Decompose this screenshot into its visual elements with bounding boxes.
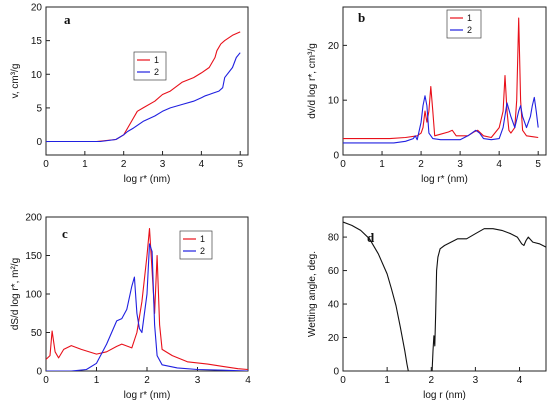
y-tick-label: 200 (25, 213, 42, 224)
x-tick-label: 3 (457, 159, 463, 170)
series-line-1 (46, 31, 241, 143)
x-tick-label: 1 (384, 375, 390, 386)
series-group (343, 221, 546, 371)
x-axis-label: log r* (nm) (421, 174, 468, 185)
y-tick-label: 0 (333, 151, 339, 162)
y-tick-label: 20 (328, 333, 340, 344)
series-group (343, 17, 539, 144)
x-tick-label: 4 (245, 375, 251, 386)
y-axis-label: dS/d log r*, m²/g (10, 258, 21, 330)
x-tick-label: 4 (199, 159, 205, 170)
y-tick-label: 150 (25, 251, 42, 262)
x-tick-label: 2 (418, 159, 424, 170)
legend-label: 2 (154, 67, 159, 77)
x-tick-label: 1 (379, 159, 385, 170)
legend: 12 (179, 230, 213, 260)
legend: 12 (133, 51, 167, 81)
x-tick-label: 0 (43, 159, 49, 170)
series-group (46, 227, 248, 371)
x-tick-label: 5 (237, 159, 243, 170)
legend-label: 2 (200, 246, 205, 256)
y-tick-label: 0 (36, 137, 42, 148)
x-axis-label: log r (nm) (423, 390, 466, 401)
x-axis-label: log r* (nm) (124, 390, 171, 401)
y-tick-label: 40 (328, 300, 340, 311)
y-axis-label: dv/d log r*, cm³/g (307, 43, 318, 119)
x-tick-label: 4 (496, 159, 502, 170)
legend-box (179, 230, 213, 260)
x-tick-label: 2 (121, 159, 127, 170)
series-line-1 (46, 227, 248, 371)
y-tick-label: 50 (31, 328, 43, 339)
y-tick-label: 15 (31, 36, 43, 47)
series-line-1 (343, 17, 539, 140)
x-tick-label: 0 (43, 375, 49, 386)
series-line-curve (431, 228, 546, 371)
y-tick-label: 5 (36, 103, 42, 114)
y-tick-label: 0 (333, 367, 339, 378)
x-tick-label: 3 (195, 375, 201, 386)
x-tick-label: 3 (473, 375, 479, 386)
legend-label: 1 (154, 55, 159, 65)
series-line-curve (343, 221, 409, 371)
x-axis-label: log r* (nm) (124, 174, 171, 185)
legend-label: 1 (200, 234, 205, 244)
x-tick-label: 1 (82, 159, 88, 170)
x-tick-label: 5 (535, 159, 541, 170)
x-tick-label: 4 (517, 375, 523, 386)
panel-letter: a (64, 12, 71, 27)
x-tick-label: 0 (340, 159, 346, 170)
y-tick-label: 20 (31, 3, 43, 14)
x-tick-label: 2 (144, 375, 150, 386)
y-axis-label: Wetting angle, deg. (307, 251, 318, 337)
y-tick-label: 10 (328, 96, 340, 107)
plot-frame-d (342, 216, 547, 372)
legend-box (446, 9, 482, 39)
series-line-2 (46, 243, 248, 371)
y-tick-label: 80 (328, 233, 340, 244)
y-tick-label: 10 (31, 70, 43, 81)
legend-label: 1 (467, 13, 472, 23)
y-tick-label: 60 (328, 266, 340, 277)
series-group (46, 31, 241, 143)
legend-label: 2 (467, 25, 472, 35)
series-line-2 (46, 52, 241, 143)
y-tick-label: 20 (328, 41, 340, 52)
y-tick-label: 0 (36, 367, 42, 378)
y-tick-label: 100 (25, 290, 42, 301)
panel-letter: d (367, 230, 375, 245)
plot-frame-a (45, 6, 249, 156)
legend: 12 (446, 9, 482, 39)
x-tick-label: 3 (160, 159, 166, 170)
plot-frame-b (342, 6, 547, 156)
x-tick-label: 2 (428, 375, 434, 386)
x-tick-label: 1 (94, 375, 100, 386)
panel-letter: b (358, 10, 365, 25)
series-line-2 (343, 95, 539, 144)
legend-box (133, 51, 167, 81)
panel-letter: c (62, 226, 68, 241)
y-axis-label: v, cm³/g (10, 64, 21, 99)
x-tick-label: 0 (340, 375, 346, 386)
